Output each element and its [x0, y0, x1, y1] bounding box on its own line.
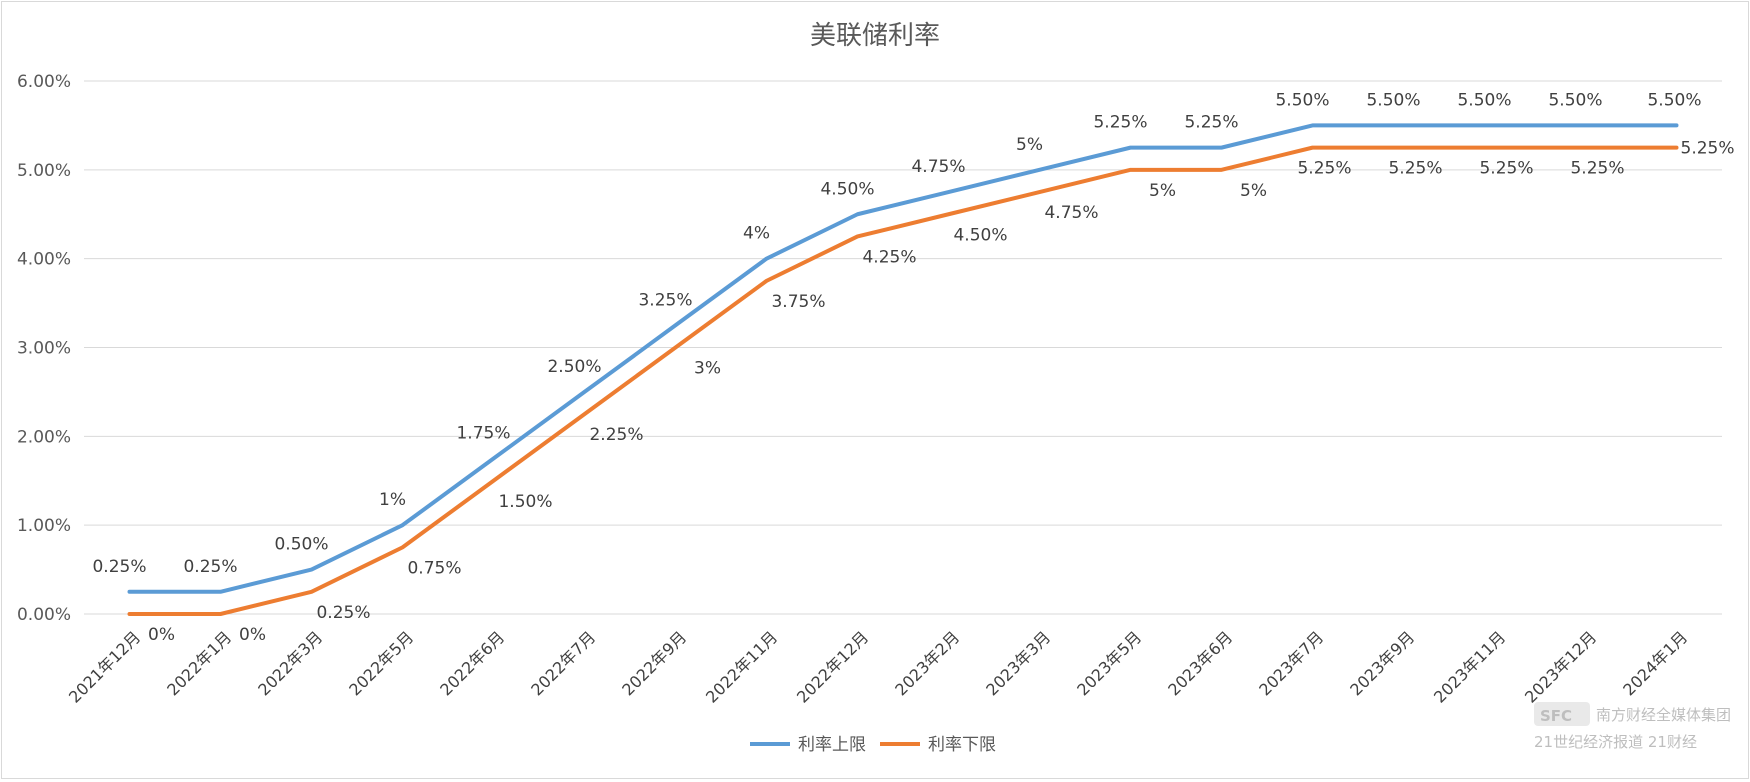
watermark: SFC 南方财经全媒体集团 21世纪经济报道 21财经	[1534, 702, 1731, 751]
x-tick-label: 2023年6月	[1164, 627, 1236, 699]
data-label: 0%	[148, 625, 175, 645]
data-label: 5.50%	[1457, 90, 1511, 110]
watermark-logo-box	[1534, 702, 1590, 726]
x-tick-label: 2022年12月	[793, 627, 872, 706]
data-label: 5.25%	[1093, 113, 1147, 133]
y-tick-label: 5.00%	[17, 161, 71, 181]
x-axis: 2021年12月 2022年1月 2022年3月 2022年5月 2022年6月 2022…	[65, 627, 1691, 706]
data-label: 5.50%	[1647, 90, 1701, 110]
legend-label: 利率下限	[928, 735, 996, 755]
y-tick-label: 1.00%	[17, 516, 71, 536]
x-tick-label: 2022年11月	[702, 627, 781, 706]
chart-title: 美联储利率	[810, 21, 940, 51]
data-label: 5.25%	[1297, 159, 1351, 179]
data-label: 4%	[743, 224, 770, 244]
x-tick-label: 2023年7月	[1255, 627, 1327, 699]
data-label: 0.50%	[274, 535, 328, 555]
data-label: 1.75%	[456, 424, 510, 444]
data-label: 4.50%	[953, 225, 1007, 245]
data-label: 5.25%	[1681, 139, 1735, 159]
data-label: 5.25%	[1388, 159, 1442, 179]
x-tick-label: 2023年12月	[1521, 627, 1600, 706]
legend: 利率上限 利率下限	[750, 735, 996, 755]
data-label: 0.25%	[316, 603, 370, 623]
data-label: 4.75%	[1044, 203, 1098, 223]
data-label: 0.75%	[407, 558, 461, 578]
legend-item-upper: 利率上限	[750, 735, 866, 755]
data-label: 5%	[1149, 181, 1176, 201]
y-tick-label: 3.00%	[17, 339, 71, 359]
x-tick-label: 2022年6月	[436, 627, 508, 699]
legend-item-lower: 利率下限	[880, 735, 996, 755]
data-label: 5.50%	[1366, 90, 1420, 110]
x-tick-label: 2021年12月	[65, 627, 144, 706]
data-label: 0%	[239, 625, 266, 645]
legend-label: 利率上限	[798, 735, 866, 755]
data-label: 0.25%	[92, 557, 146, 577]
watermark-line2: 21世纪经济报道 21财经	[1534, 733, 1697, 751]
x-tick-label: 2023年5月	[1073, 627, 1145, 699]
y-tick-label: 0.00%	[17, 605, 71, 625]
data-label: 3.25%	[638, 290, 692, 310]
watermark-logo: SFC	[1540, 707, 1572, 725]
data-label: 2.50%	[547, 357, 601, 377]
data-label: 2.25%	[589, 425, 643, 445]
data-label: 4.25%	[862, 247, 916, 267]
y-tick-label: 2.00%	[17, 427, 71, 447]
x-tick-label: 2023年11月	[1430, 627, 1509, 706]
data-label: 5.50%	[1548, 90, 1602, 110]
series-line-upper	[127, 123, 1679, 594]
x-tick-label: 2024年1月	[1619, 627, 1691, 699]
y-tick-label: 4.00%	[17, 250, 71, 270]
y-tick-label: 6.00%	[17, 72, 71, 92]
data-label: 5.50%	[1275, 90, 1329, 110]
data-label: 0.25%	[183, 557, 237, 577]
data-label: 5%	[1240, 181, 1267, 201]
data-label: 4.75%	[911, 157, 965, 177]
watermark-line1: 南方财经全媒体集团	[1596, 706, 1731, 724]
data-label: 5.25%	[1184, 113, 1238, 133]
data-label: 3.75%	[771, 292, 825, 312]
data-label: 1.50%	[498, 492, 552, 512]
data-label: 1%	[379, 490, 406, 510]
series-line-lower	[127, 145, 1679, 616]
data-label: 4.50%	[820, 179, 874, 199]
y-axis: 0.00% 1.00% 2.00% 3.00% 4.00% 5.00% 6.00%	[17, 72, 71, 625]
x-tick-label: 2023年3月	[982, 627, 1054, 699]
x-tick-label: 2023年2月	[891, 627, 963, 699]
series-lines	[127, 123, 1679, 616]
x-tick-label: 2022年5月	[345, 627, 417, 699]
x-tick-label: 2022年7月	[527, 627, 599, 699]
data-label: 3%	[694, 359, 721, 379]
x-tick-label: 2023年9月	[1346, 627, 1418, 699]
data-label: 5.25%	[1570, 159, 1624, 179]
gridlines	[84, 80, 1722, 615]
data-label: 5%	[1016, 135, 1043, 155]
data-label: 5.25%	[1479, 159, 1533, 179]
data-labels: 0.25% 0.25% 0.50% 1% 1.75% 2.50% 3.25% 4% 4.50% 4…	[92, 90, 1734, 645]
x-tick-label: 2022年9月	[618, 627, 690, 699]
